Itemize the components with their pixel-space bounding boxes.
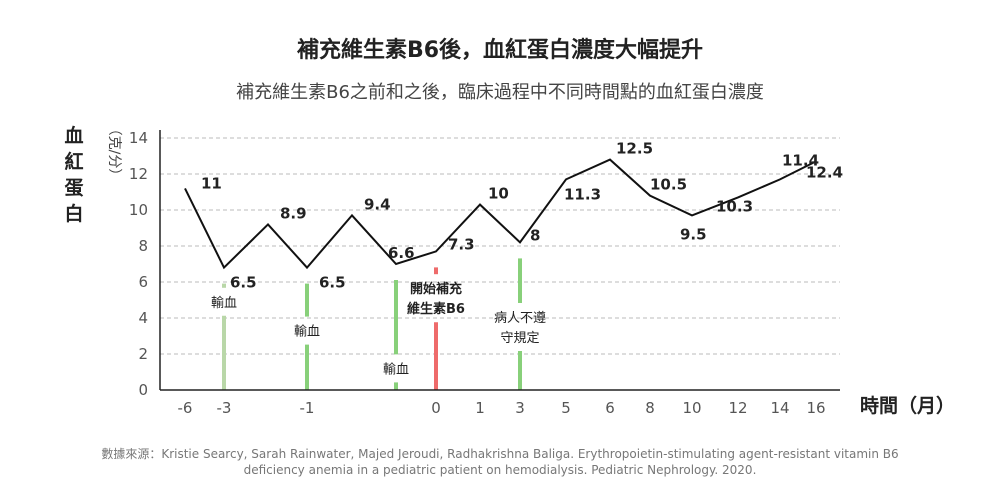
axes: 0 2 4 6 8 10 12 14 -6 -3 -1 0 1 3 5 6 8 10 12 14 16 血紅蛋白 (64, 124, 840, 417)
y-tick-label: 10 (129, 201, 148, 219)
event-label: 維生素B6 (407, 301, 465, 317)
series (184, 158, 817, 270)
x-tick-label: 1 (475, 399, 485, 417)
chart-title: 補充維生素B6後，血紅蛋白濃度大幅提升 (296, 37, 703, 63)
data-label: 8 (530, 226, 540, 244)
event-label: 開始補充 (410, 281, 462, 297)
event-label: 守規定 (500, 331, 539, 346)
x-tick-label: -6 (178, 399, 193, 417)
y-axis-label-char: 蛋 (64, 177, 83, 199)
data-label: 12.4 (806, 163, 843, 181)
x-tick-label: 0 (431, 399, 441, 417)
data-label: 7.3 (448, 235, 475, 253)
x-tick-label: 10 (682, 399, 701, 417)
data-label: 6.5 (230, 274, 257, 292)
chart-subtitle: 補充維生素B6之前和之後，臨床過程中不同時間點的血紅蛋白濃度 (236, 82, 764, 103)
series-line (184, 158, 817, 270)
y-axis-unit: （克/分） (106, 122, 122, 183)
y-axis-label-char: 血 (64, 124, 83, 147)
x-tick-label: 12 (728, 399, 747, 417)
event-label: 輸血 (383, 362, 409, 377)
y-axis-label-char: 白 (64, 202, 83, 225)
data-labels: 11 6.5 8.9 6.5 9.4 6.6 7.3 10 8 11.3 12.5 10.5 9.5 10… (201, 140, 843, 292)
y-tick-label: 12 (129, 165, 148, 183)
x-tick-label: 14 (770, 399, 789, 417)
x-tick-label: 6 (605, 399, 615, 417)
y-tick-label: 14 (129, 129, 148, 147)
data-label: 8.9 (280, 204, 307, 222)
x-tick-label: 3 (515, 399, 525, 417)
data-label: 12.5 (616, 140, 653, 158)
data-label: 6.6 (388, 244, 415, 262)
x-tick-label: 8 (645, 399, 655, 417)
event-label: 病人不遵 (494, 310, 546, 326)
y-tick-label: 8 (138, 237, 148, 255)
source-text: 數據來源：Kristie Searcy, Sarah Rainwater, Ma… (101, 447, 898, 461)
source-note: 數據來源：Kristie Searcy, Sarah Rainwater, Ma… (101, 447, 898, 477)
x-tick-label: -1 (300, 399, 315, 417)
data-label: 11 (201, 174, 222, 192)
y-axis-label-char: 紅 (64, 150, 83, 173)
x-axis-label: 時間（月） (860, 394, 955, 417)
x-tick-label: 5 (561, 399, 571, 417)
data-label: 9.4 (364, 195, 391, 213)
data-label: 10 (488, 185, 509, 203)
source-text: deficiency anemia in a pediatric patient… (244, 463, 757, 477)
data-label: 10.5 (650, 176, 687, 194)
y-tick-label: 6 (138, 273, 148, 291)
gridlines (160, 137, 840, 355)
event-label: 輸血 (294, 325, 320, 340)
x-tick-label: -3 (217, 399, 232, 417)
data-label: 11.4 (782, 151, 819, 169)
data-label: 6.5 (319, 274, 346, 292)
data-label: 10.3 (716, 197, 753, 215)
data-label: 11.3 (564, 185, 601, 203)
event-label: 輸血 (211, 296, 237, 311)
y-tick-label: 2 (138, 345, 148, 363)
y-tick-label: 4 (138, 309, 148, 327)
x-tick-label: 16 (806, 399, 825, 417)
data-label: 9.5 (680, 225, 707, 243)
y-tick-label: 0 (138, 381, 148, 399)
